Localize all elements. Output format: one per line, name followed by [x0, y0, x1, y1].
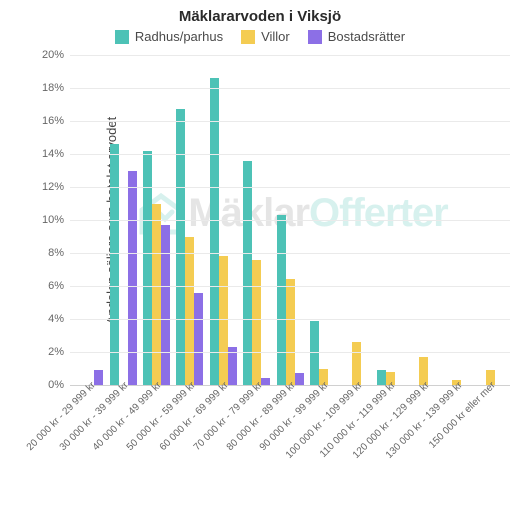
bar — [143, 151, 152, 385]
gridline — [70, 88, 510, 89]
plot-area: MäklarOfferter 20 000 kr - 29 999 kr30 0… — [70, 55, 510, 386]
bar — [295, 373, 304, 385]
chart-title: Mäklararvoden i Viksjö — [0, 0, 520, 25]
bar — [252, 260, 261, 385]
gridline — [70, 253, 510, 254]
gridline — [70, 187, 510, 188]
y-tick-label: 0% — [24, 379, 64, 391]
x-tick-label: 150 000 kr eller mer — [427, 380, 498, 451]
legend-label: Villor — [261, 29, 290, 44]
gridline — [70, 154, 510, 155]
y-tick-label: 12% — [24, 181, 64, 193]
bar — [261, 378, 270, 385]
legend-label: Bostadsrätter — [328, 29, 405, 44]
legend-item: Radhus/parhus — [115, 29, 223, 44]
legend-swatch — [308, 30, 322, 44]
y-tick-label: 8% — [24, 247, 64, 259]
legend-item: Bostadsrätter — [308, 29, 405, 44]
bar — [176, 109, 185, 385]
bar — [277, 215, 286, 385]
legend-label: Radhus/parhus — [135, 29, 223, 44]
bar — [185, 237, 194, 386]
bar — [110, 144, 119, 385]
legend: Radhus/parhus Villor Bostadsrätter — [0, 29, 520, 44]
bar — [152, 204, 161, 386]
y-tick-label: 14% — [24, 148, 64, 160]
y-tick-label: 2% — [24, 346, 64, 358]
y-tick-label: 10% — [24, 214, 64, 226]
y-tick-label: 16% — [24, 115, 64, 127]
bar — [352, 342, 361, 385]
legend-swatch — [115, 30, 129, 44]
gridline — [70, 55, 510, 56]
legend-swatch — [241, 30, 255, 44]
gridline — [70, 220, 510, 221]
y-tick-label: 18% — [24, 82, 64, 94]
y-tick-label: 4% — [24, 313, 64, 325]
gridline — [70, 352, 510, 353]
bar — [94, 370, 103, 385]
gridline — [70, 121, 510, 122]
bar — [219, 256, 228, 385]
y-tick-label: 20% — [24, 49, 64, 61]
legend-item: Villor — [241, 29, 290, 44]
bar — [286, 279, 295, 385]
bar — [377, 370, 386, 385]
bar — [161, 225, 170, 385]
bar — [194, 293, 203, 385]
chart-container: Mäklararvoden i Viksjö Radhus/parhus Vill… — [0, 0, 520, 520]
gridline — [70, 319, 510, 320]
gridline — [70, 286, 510, 287]
y-tick-label: 6% — [24, 280, 64, 292]
bar — [210, 78, 219, 385]
